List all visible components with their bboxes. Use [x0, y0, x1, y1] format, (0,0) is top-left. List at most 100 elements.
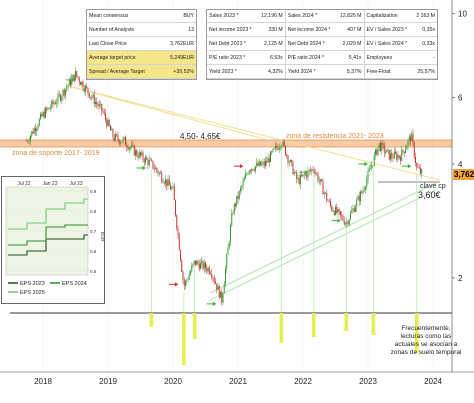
candle-body [320, 179, 321, 182]
candle-body [262, 161, 264, 164]
candle-body [382, 143, 384, 146]
volume-signal-bars [149, 313, 419, 365]
candle-body [143, 159, 145, 163]
candle-body [192, 263, 194, 267]
candle-body [178, 234, 180, 250]
metric-value: 2,029 M [335, 36, 364, 52]
candle-body [58, 94, 60, 95]
candle-body [41, 114, 43, 117]
candle-body [227, 247, 229, 255]
candle-body [366, 179, 368, 188]
candle-body [271, 151, 273, 153]
candle-body [300, 174, 301, 184]
candle-body [62, 89, 64, 97]
candle-body [232, 213, 234, 215]
candle-body [125, 137, 126, 146]
x-tick-label: 2023 [359, 377, 377, 386]
metric-label: Employees [363, 50, 413, 66]
metric-label: Free-Float [363, 64, 413, 79]
candle-body [153, 168, 155, 170]
candle-body [350, 212, 351, 220]
candle-body [388, 149, 390, 160]
candle-body [67, 85, 69, 88]
candle-body [390, 153, 391, 160]
financials-row: Net income 2023 * 330 M Net income 2024 * 4… [207, 22, 437, 38]
candle-body [52, 100, 54, 105]
candle-body [357, 196, 359, 200]
candle-body [336, 206, 338, 213]
metric-label: Average target price [87, 50, 162, 66]
volume-signal-bar [192, 313, 197, 339]
metric-value: 4,32% [257, 64, 286, 79]
candle-body [226, 254, 228, 269]
candle-body [275, 145, 276, 149]
candle-body [28, 141, 30, 142]
candle-body [362, 190, 364, 193]
candle-body [210, 273, 211, 274]
candle-body [273, 148, 275, 149]
candle-body [276, 145, 278, 148]
inset-y-tick: 0.8 [90, 209, 97, 214]
candle-body [330, 201, 331, 206]
candle-body [263, 161, 265, 166]
candle-body [301, 174, 303, 177]
candle-body [222, 293, 224, 303]
metric-label: Yield 2024 * [284, 64, 336, 79]
candle-body [33, 128, 35, 134]
candle-body [176, 215, 178, 229]
inset-y-tick: 0.9 [90, 189, 97, 194]
inset-series-line [8, 224, 88, 246]
candle-body [421, 169, 423, 174]
candle-body [30, 135, 31, 142]
candle-body [88, 93, 90, 98]
candle-body [367, 171, 369, 180]
candle-body [410, 136, 411, 142]
candle-body [341, 214, 343, 217]
candle-body [241, 186, 243, 189]
candle-body [220, 291, 221, 298]
candle-body [280, 147, 281, 148]
candle-body [107, 119, 109, 127]
candle-body [277, 147, 279, 150]
candle-body [133, 145, 135, 156]
candle-body [402, 149, 404, 152]
financials-row: Yield 2023 * 4,32% Yield 2024 * 5,37% Free-F… [207, 64, 437, 79]
candle-body [70, 79, 71, 85]
candle-body [356, 199, 358, 208]
candle-body [68, 79, 70, 86]
candle-body [35, 128, 36, 132]
candle-body [38, 119, 40, 126]
candle-body [236, 195, 238, 207]
candle-body [302, 174, 304, 177]
metric-value: 5,41x [335, 50, 364, 66]
candle-body [407, 140, 409, 147]
x-tick-label: 2022 [294, 377, 312, 386]
metric-value: 12,196 M [257, 10, 286, 24]
candle-body [31, 131, 33, 136]
candle-body [82, 81, 84, 89]
candle-body [40, 114, 41, 120]
consensus-row: Number of Analysts 13 [87, 22, 196, 38]
candle-body [272, 148, 274, 152]
inset-y-tick: 0.7 [90, 229, 97, 234]
candle-body [392, 157, 394, 159]
candle-body [167, 179, 169, 187]
candle-body [180, 249, 181, 261]
candle-body [173, 186, 175, 200]
candle-body [43, 112, 45, 118]
candle-body [228, 242, 230, 248]
candle-body [386, 149, 388, 153]
candle-body [298, 178, 300, 184]
candle-body [372, 165, 374, 166]
candle-body [365, 187, 366, 190]
candle-body [208, 267, 210, 274]
note-line: Frecuentemente, [401, 325, 451, 332]
candle-body [270, 151, 271, 163]
candle-body [257, 162, 259, 166]
candle-body [292, 162, 294, 175]
candle-body [206, 268, 208, 272]
trendlines [67, 85, 441, 301]
candle-body [190, 271, 191, 275]
candle-body [418, 167, 420, 169]
candle-body [413, 142, 415, 157]
